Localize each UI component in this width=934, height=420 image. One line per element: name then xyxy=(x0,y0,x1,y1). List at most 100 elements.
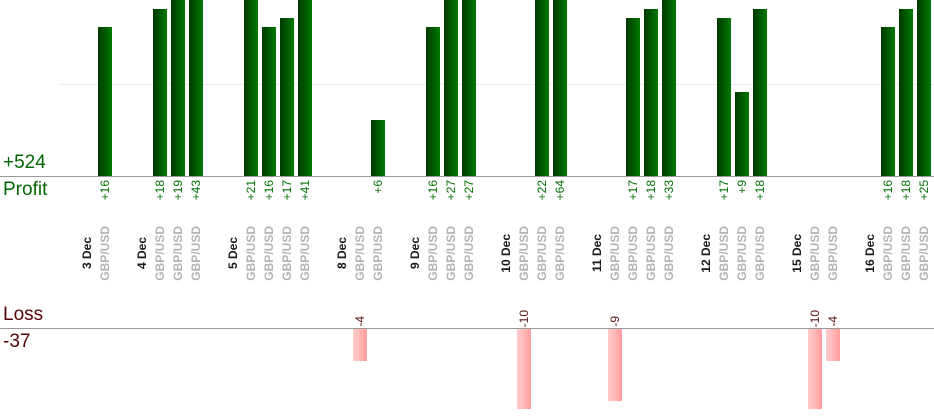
loss-value-label-text: -10 xyxy=(516,309,531,327)
loss-bar xyxy=(353,329,367,361)
date-label: 10 Dec xyxy=(497,206,515,300)
symbol-label-text: GBP/USD xyxy=(753,225,768,281)
profit-value-label-text: +43 xyxy=(189,180,204,201)
date-label: 15 Dec xyxy=(788,206,806,300)
date-label: 12 Dec xyxy=(697,206,715,300)
loss-bar xyxy=(808,329,822,409)
symbol-label-text: GBP/USD xyxy=(516,225,531,281)
profit-bar xyxy=(189,0,204,176)
symbol-label: GBP/USD xyxy=(169,206,187,300)
symbol-label: GBP/USD xyxy=(806,206,824,300)
profit-value-label-text: +6 xyxy=(371,180,386,194)
profit-axis-line xyxy=(0,176,934,177)
profit-value-label-text: +18 xyxy=(152,180,167,201)
loss-axis-line xyxy=(0,328,934,329)
symbol-label-text: GBP/USD xyxy=(298,225,313,281)
symbol-label: GBP/USD xyxy=(442,206,460,300)
symbol-label-text: GBP/USD xyxy=(917,225,932,281)
profit-axis-label: Profit xyxy=(3,179,48,200)
loss-total-label: -37 xyxy=(3,331,31,352)
profit-bar xyxy=(171,0,185,176)
date-label-text: 5 Dec xyxy=(225,236,240,270)
date-label: 5 Dec xyxy=(224,206,242,300)
date-label: 8 Dec xyxy=(333,206,351,300)
loss-axis-label: Loss xyxy=(3,304,44,325)
profit-value-label-text: +19 xyxy=(171,180,185,201)
symbol-label-text: GBP/USD xyxy=(98,225,113,281)
symbol-label: GBP/USD xyxy=(96,206,114,300)
symbol-label: GBP/USD xyxy=(296,206,314,300)
profit-bar xyxy=(662,0,677,176)
date-label: 9 Dec xyxy=(406,206,424,300)
symbol-label-text: GBP/USD xyxy=(152,225,167,281)
date-label-text: 11 Dec xyxy=(589,233,604,273)
symbol-label: GBP/USD xyxy=(715,206,733,300)
profit-value-label-text: +33 xyxy=(662,180,677,201)
profit-bar xyxy=(535,0,549,176)
date-label: 3 Dec xyxy=(78,206,96,300)
profit-value-label-text: +18 xyxy=(899,180,913,201)
profit-gridline xyxy=(60,84,934,85)
profit-bar xyxy=(899,9,913,176)
symbol-label-text: GBP/USD xyxy=(735,225,750,281)
profit-value-label-text: +16 xyxy=(262,180,276,201)
profit-total-label: +524 xyxy=(3,152,46,173)
profit-value-label-text: +64 xyxy=(553,180,568,201)
loss-value-label-text: -4 xyxy=(826,316,841,327)
symbol-label-text: GBP/USD xyxy=(717,225,731,281)
profit-value-label-text: +9 xyxy=(735,180,750,194)
symbol-label: GBP/USD xyxy=(824,206,842,300)
date-label-text: 9 Dec xyxy=(407,236,422,270)
loss-bar xyxy=(607,329,622,401)
symbol-label-text: GBP/USD xyxy=(462,225,477,281)
symbol-label-text: GBP/USD xyxy=(626,225,640,281)
symbol-label: GBP/USD xyxy=(278,206,296,300)
profit-bar xyxy=(644,9,659,176)
date-label-text: 8 Dec xyxy=(334,236,349,270)
symbol-label: GBP/USD xyxy=(642,206,660,300)
profit-bar xyxy=(298,0,313,176)
profit-value-label-text: +27 xyxy=(444,180,458,201)
symbol-label-text: GBP/USD xyxy=(553,225,568,281)
profit-value-label-text: +41 xyxy=(298,180,313,201)
symbol-label: GBP/USD xyxy=(369,206,387,300)
symbol-label: GBP/USD xyxy=(460,206,478,300)
symbol-label-text: GBP/USD xyxy=(662,225,677,281)
profit-bar xyxy=(371,120,386,176)
symbol-label-text: GBP/USD xyxy=(808,225,822,281)
symbol-label: GBP/USD xyxy=(351,206,369,300)
symbol-label: GBP/USD xyxy=(879,206,897,300)
symbol-label-text: GBP/USD xyxy=(353,225,367,281)
symbol-label: GBP/USD xyxy=(551,206,569,300)
profit-value-label-text: +16 xyxy=(98,180,113,201)
profit-bar xyxy=(462,0,477,176)
symbol-label: GBP/USD xyxy=(187,206,205,300)
loss-value-label-text: -9 xyxy=(607,316,622,327)
profit-value-label-text: +17 xyxy=(717,180,731,201)
date-label: 4 Dec xyxy=(133,206,151,300)
profit-bar xyxy=(626,18,640,176)
date-label-text: 10 Dec xyxy=(498,233,513,273)
profit-value-label-text: +18 xyxy=(644,180,659,201)
symbol-label: GBP/USD xyxy=(624,206,642,300)
date-label: 16 Dec xyxy=(861,206,879,300)
profit-bar xyxy=(880,27,895,176)
symbol-label-text: GBP/USD xyxy=(607,225,622,281)
symbol-label: GBP/USD xyxy=(733,206,751,300)
symbol-label: GBP/USD xyxy=(915,206,933,300)
date-label-text: 3 Dec xyxy=(80,236,94,270)
profit-value-label-text: +18 xyxy=(753,180,768,201)
loss-bar xyxy=(516,329,531,409)
symbol-label-text: GBP/USD xyxy=(371,225,386,281)
profit-value-label-text: +17 xyxy=(280,180,295,201)
date-label-text: 12 Dec xyxy=(698,233,713,273)
symbol-label-text: GBP/USD xyxy=(280,225,295,281)
profit-value-label-text: +25 xyxy=(917,180,932,201)
profit-bar xyxy=(425,27,440,176)
symbol-label: GBP/USD xyxy=(424,206,442,300)
symbol-label: GBP/USD xyxy=(533,206,551,300)
profit-value-label-text: +16 xyxy=(425,180,440,201)
symbol-label-text: GBP/USD xyxy=(535,225,549,281)
symbol-label-text: GBP/USD xyxy=(826,225,841,281)
